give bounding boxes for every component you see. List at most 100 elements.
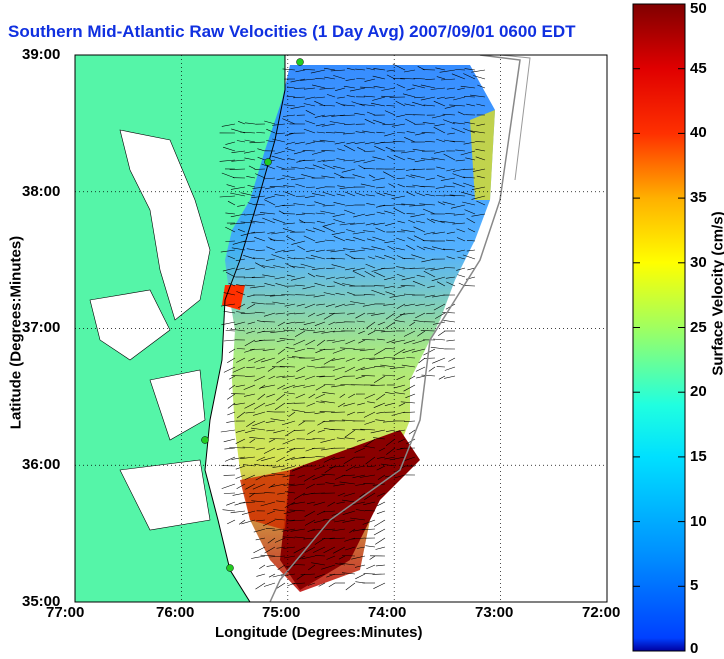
velocity-arrow (290, 528, 306, 532)
velocity-arrow (256, 573, 266, 577)
velocity-arrow (396, 132, 406, 134)
velocity-arrow (312, 474, 326, 481)
velocity-arrow (344, 123, 356, 125)
velocity-arrow (256, 447, 266, 450)
velocity-arrow (328, 582, 336, 588)
velocity-arrow (397, 220, 406, 224)
velocity-arrow (354, 141, 366, 144)
velocity-arrow (357, 402, 366, 406)
velocity-arrow (476, 175, 486, 179)
velocity-arrow (349, 528, 356, 534)
velocity-arrow (293, 150, 306, 155)
velocity-arrow (322, 225, 336, 233)
velocity-arrow (446, 281, 456, 287)
velocity-arrow (226, 501, 236, 506)
velocity-arrow (305, 438, 316, 440)
velocity-arrow (276, 166, 286, 170)
velocity-arrow (371, 312, 386, 316)
velocity-arrow (431, 157, 446, 161)
velocity-arrow (301, 555, 316, 560)
velocity-arrow (344, 537, 356, 542)
velocity-arrow (235, 267, 246, 271)
velocity-arrow (242, 464, 256, 467)
velocity-arrow (421, 158, 436, 161)
velocity-arrow (264, 294, 276, 297)
velocity-arrow (272, 218, 286, 224)
y-tick: 35:00 (22, 593, 61, 610)
velocity-arrow (457, 274, 466, 278)
velocity-arrow (245, 267, 256, 271)
velocity-arrow (329, 465, 346, 468)
velocity-arrow (444, 105, 456, 109)
velocity-arrow (249, 285, 266, 289)
velocity-arrow (322, 537, 336, 540)
velocity-arrow (319, 375, 336, 378)
velocity-arrow (223, 146, 236, 152)
velocity-arrow (251, 302, 266, 305)
velocity-arrow (294, 141, 306, 145)
velocity-arrow (266, 140, 276, 143)
velocity-arrow (343, 456, 356, 464)
y-tick: 39:00 (22, 46, 61, 63)
velocity-arrow (371, 246, 386, 251)
velocity-arrow (445, 213, 456, 215)
velocity-arrow (450, 140, 466, 143)
velocity-arrow (284, 555, 296, 559)
velocity-arrow (341, 474, 356, 477)
velocity-arrow (382, 123, 396, 126)
velocity-arrow (253, 546, 266, 554)
velocity-arrow (315, 249, 326, 252)
velocity-arrow (449, 104, 466, 107)
velocity-arrow (430, 346, 446, 350)
velocity-arrow (285, 263, 296, 269)
velocity-arrow (235, 384, 246, 388)
velocity-arrow (331, 357, 346, 361)
y-tick: 37:00 (22, 319, 61, 336)
velocity-arrow (375, 419, 386, 422)
velocity-arrow (394, 348, 406, 356)
velocity-arrow (249, 141, 266, 144)
velocity-arrow (364, 492, 376, 500)
velocity-arrow (415, 312, 426, 319)
velocity-arrow (246, 420, 256, 428)
velocity-arrow (236, 311, 246, 314)
velocity-arrow (262, 330, 276, 332)
grid (75, 55, 607, 602)
velocity-arrow (464, 121, 476, 125)
velocity-arrow (333, 236, 346, 242)
velocity-arrow (406, 131, 416, 134)
velocity-arrow (276, 177, 286, 181)
velocity-arrow (305, 375, 316, 380)
velocity-arrow (365, 357, 376, 359)
velocity-arrow (376, 465, 386, 471)
velocity-arrow (333, 165, 346, 170)
velocity-arrow (315, 212, 326, 215)
velocity-arrow (323, 456, 336, 463)
x-tick: 76:00 (156, 604, 195, 621)
velocity-arrow (268, 438, 276, 443)
velocity-arrow (295, 183, 306, 188)
velocity-arrow (321, 564, 336, 570)
velocity-arrow (446, 231, 456, 234)
velocity-arrow (357, 357, 366, 361)
velocity-arrow (348, 393, 356, 399)
y-axis-label: Latitude (Degrees:Minutes) (7, 235, 25, 430)
velocity-arrow (289, 483, 306, 487)
velocity-arrow (232, 492, 246, 496)
velocity-arrow (395, 204, 406, 206)
velocity-arrow (361, 375, 376, 377)
velocity-arrow (443, 267, 456, 269)
velocity-arrow (436, 166, 446, 170)
velocity-arrow (352, 267, 366, 271)
velocity-arrow (289, 519, 306, 522)
velocity-arrow (373, 222, 386, 226)
velocity-arrow (343, 159, 356, 162)
velocity-arrow (359, 492, 366, 498)
velocity-arrow (379, 204, 396, 207)
velocity-arrow (403, 69, 416, 73)
velocity-arrow (354, 564, 366, 568)
velocity-arrow (354, 447, 366, 453)
velocity-arrow (249, 492, 266, 494)
velocity-arrow (314, 555, 326, 557)
velocity-arrow (231, 159, 246, 162)
